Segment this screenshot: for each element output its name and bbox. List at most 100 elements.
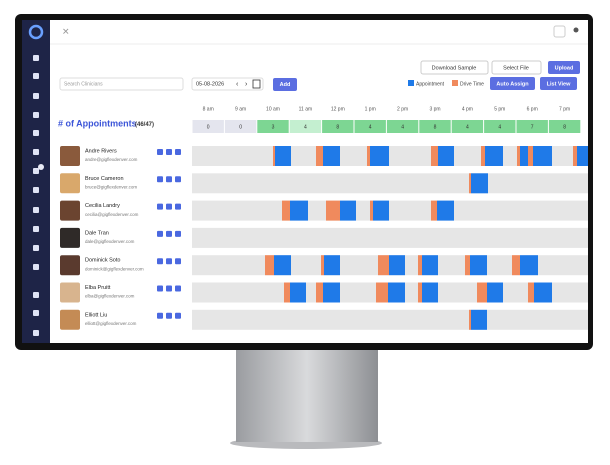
appointment-block[interactable] <box>323 282 340 303</box>
appointment-block[interactable] <box>437 200 454 221</box>
upload-button[interactable] <box>548 61 580 74</box>
appointment-block[interactable] <box>323 146 340 166</box>
appointment-block[interactable] <box>373 200 389 221</box>
appointment-block[interactable] <box>389 255 405 276</box>
sidebar-icon[interactable] <box>33 264 39 270</box>
hour-label: 4 pm <box>462 106 473 112</box>
row-action-icon[interactable] <box>175 176 181 183</box>
drive-time-block <box>284 282 290 303</box>
date-input[interactable] <box>191 77 264 91</box>
appointment-block[interactable] <box>274 255 291 276</box>
sidebar-icon[interactable] <box>33 93 39 99</box>
legend-drive: Drive Time <box>460 81 484 87</box>
select-file-button[interactable] <box>491 60 542 75</box>
drive-time-block <box>378 255 389 276</box>
appointment-block[interactable] <box>534 282 552 303</box>
appointment-block[interactable] <box>520 255 538 276</box>
appointment-block[interactable] <box>485 146 503 166</box>
prev-day[interactable]: ‹ <box>236 81 239 88</box>
sidebar-icon[interactable] <box>33 55 39 61</box>
sidebar-icon[interactable] <box>33 226 39 232</box>
appointment-block[interactable] <box>340 200 356 221</box>
clinician-name: Andre Rivers <box>85 148 117 154</box>
sidebar-icon[interactable] <box>33 310 39 316</box>
sidebar-icon[interactable] <box>33 187 39 193</box>
sidebar-icon[interactable] <box>33 207 39 213</box>
row-action-icon[interactable] <box>157 312 163 319</box>
sidebar-icon[interactable] <box>33 330 39 336</box>
notify-icon[interactable] <box>553 25 566 38</box>
sidebar-icon[interactable] <box>33 292 39 298</box>
timeline-track <box>192 309 588 330</box>
appointment-block[interactable] <box>422 255 438 276</box>
row-action-icon[interactable] <box>175 230 181 237</box>
drive-time-block <box>512 255 520 276</box>
calendar-icon[interactable] <box>252 79 261 89</box>
appointment-block[interactable] <box>471 309 487 330</box>
row-action-icon[interactable] <box>166 258 172 265</box>
timeline-track <box>192 227 588 248</box>
user-icon[interactable] <box>573 27 579 33</box>
download-button[interactable] <box>420 60 489 75</box>
row-action-icon[interactable] <box>175 149 181 155</box>
appointment-block[interactable] <box>422 282 438 303</box>
search-placeholder: Search Clinicians <box>64 81 103 87</box>
appointment-block[interactable] <box>290 200 308 221</box>
row-action-icon[interactable] <box>157 285 163 292</box>
appointment-block[interactable] <box>533 146 552 166</box>
appointments-total: (46/47) <box>135 122 154 128</box>
appointment-block[interactable] <box>471 173 488 194</box>
auto-assign-button[interactable] <box>490 77 535 90</box>
next-day[interactable]: › <box>245 81 248 88</box>
count-cell <box>354 120 386 133</box>
sidebar-icon[interactable] <box>33 149 39 155</box>
add-button[interactable] <box>273 78 297 91</box>
auto-assign-label: Auto Assign <box>496 81 529 87</box>
row-action-icon[interactable] <box>166 230 172 237</box>
avatar <box>60 146 80 166</box>
sidebar-icon[interactable] <box>33 112 39 118</box>
hour-label: 2 pm <box>397 106 408 112</box>
list-view-button[interactable] <box>540 77 577 90</box>
appointment-block[interactable] <box>487 282 503 303</box>
appointment-block[interactable] <box>370 146 389 166</box>
drive-time-block <box>367 146 370 166</box>
row-action-icon[interactable] <box>175 258 181 265</box>
appointment-block[interactable] <box>290 282 306 303</box>
sidebar-icon[interactable] <box>33 130 39 136</box>
row-action-icon[interactable] <box>166 285 172 292</box>
hour-label: 10 am <box>266 106 280 112</box>
sidebar-icon[interactable] <box>33 168 39 174</box>
count-cell <box>192 120 224 133</box>
row-action-icon[interactable] <box>166 176 172 183</box>
appointment-block[interactable] <box>275 146 291 166</box>
count-cell <box>224 120 257 133</box>
count-cell <box>257 120 289 133</box>
appointment-block[interactable] <box>577 146 588 166</box>
row-action-icon[interactable] <box>157 176 163 183</box>
row-action-icon[interactable] <box>175 312 181 319</box>
timeline-track <box>192 173 588 194</box>
row-action-icon[interactable] <box>157 203 163 210</box>
appointment-block[interactable] <box>470 255 487 276</box>
sidebar-icon[interactable] <box>33 73 39 79</box>
add-label: Add <box>280 82 291 88</box>
row-action-icon[interactable] <box>175 203 181 210</box>
sidebar-icon[interactable] <box>33 245 39 251</box>
row-action-icon[interactable] <box>157 230 163 237</box>
row-action-icon[interactable] <box>175 285 181 292</box>
close-icon[interactable]: ✕ <box>62 26 70 36</box>
appointment-block[interactable] <box>438 146 454 166</box>
appointment-block[interactable] <box>324 255 340 276</box>
appointment-block[interactable] <box>520 146 528 166</box>
row-action-icon[interactable] <box>166 312 172 319</box>
appointment-block[interactable] <box>388 282 405 303</box>
row-action-icon[interactable] <box>166 203 172 210</box>
row-action-icon[interactable] <box>166 149 172 155</box>
row-action-icon[interactable] <box>157 149 163 155</box>
row-action-icon[interactable] <box>157 258 163 265</box>
count-value: 4 <box>401 124 404 130</box>
avatar <box>60 282 80 303</box>
count-value: 8 <box>563 124 566 130</box>
search-input[interactable] <box>59 77 184 91</box>
